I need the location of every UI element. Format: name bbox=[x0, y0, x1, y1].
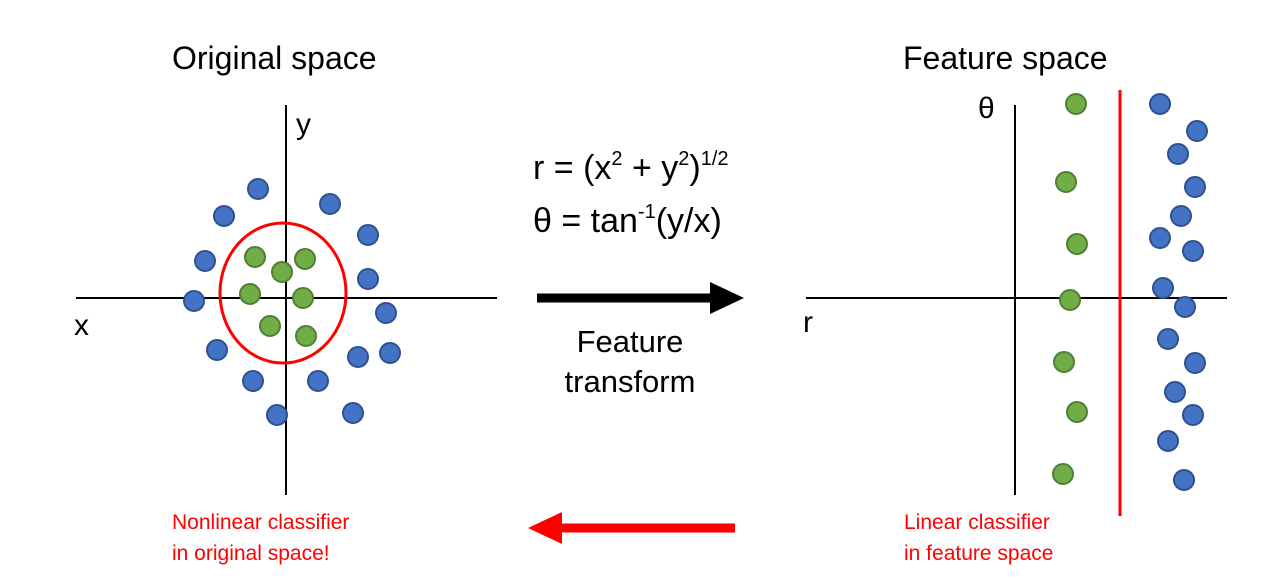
blue-point bbox=[1157, 430, 1179, 452]
green-point bbox=[271, 261, 293, 283]
green-point bbox=[1053, 351, 1075, 373]
r-equation: r = (x2 + y2)1/2 bbox=[533, 146, 729, 190]
green-point bbox=[239, 283, 261, 305]
blue-point bbox=[1170, 205, 1192, 227]
right-blue-points bbox=[1149, 93, 1208, 491]
blue-point bbox=[1184, 352, 1206, 374]
left-green-points bbox=[239, 246, 317, 347]
blue-point bbox=[379, 342, 401, 364]
linear-classifier-note: Linear classifier in feature space bbox=[904, 507, 1053, 569]
r-eq-exp2: 2 bbox=[678, 148, 690, 170]
r-eq-exp1: 2 bbox=[611, 148, 623, 170]
green-point bbox=[1059, 289, 1081, 311]
blue-point bbox=[1184, 176, 1206, 198]
blue-point bbox=[242, 370, 264, 392]
green-point bbox=[1066, 401, 1088, 423]
r-eq-mid: + y bbox=[622, 149, 679, 187]
blue-point bbox=[307, 370, 329, 392]
blue-point bbox=[1164, 381, 1186, 403]
feature-transform-arrow-head bbox=[710, 282, 744, 314]
green-point bbox=[1066, 233, 1088, 255]
left-panel-title: Original space bbox=[172, 40, 377, 76]
back-arrow-head bbox=[528, 512, 562, 544]
right-panel-title: Feature space bbox=[903, 40, 1108, 76]
blue-point bbox=[1174, 296, 1196, 318]
blue-point bbox=[183, 290, 205, 312]
green-point bbox=[292, 287, 314, 309]
right-green-points bbox=[1052, 93, 1088, 485]
r-eq-close: ) bbox=[689, 149, 701, 187]
blue-point bbox=[1186, 120, 1208, 142]
linear-note-line1: Linear classifier bbox=[904, 511, 1050, 534]
nonlinear-classifier-note: Nonlinear classifier in original space! bbox=[172, 507, 349, 569]
blue-point bbox=[194, 250, 216, 272]
green-point bbox=[244, 246, 266, 268]
theta-equation: θ = tan-1(y/x) bbox=[533, 199, 722, 243]
blue-point bbox=[1152, 277, 1174, 299]
blue-point bbox=[1182, 404, 1204, 426]
green-point bbox=[1065, 93, 1087, 115]
blue-point bbox=[247, 178, 269, 200]
blue-point bbox=[319, 193, 341, 215]
transform-label-line2: transform bbox=[564, 364, 696, 399]
blue-point bbox=[1149, 227, 1171, 249]
blue-point bbox=[266, 404, 288, 426]
transform-label-line1: Feature bbox=[576, 324, 684, 359]
theta-eq-exp: -1 bbox=[637, 201, 656, 223]
r-eq-lhs: r = (x bbox=[533, 149, 612, 187]
blue-point bbox=[206, 339, 228, 361]
r-eq-exp3: 1/2 bbox=[700, 148, 729, 170]
blue-point bbox=[1149, 93, 1171, 115]
blue-point bbox=[1173, 469, 1195, 491]
blue-point bbox=[213, 205, 235, 227]
blue-point bbox=[342, 402, 364, 424]
y-axis-label: y bbox=[296, 108, 311, 141]
theta-axis-label: θ bbox=[978, 92, 995, 125]
x-axis-label: x bbox=[74, 309, 89, 342]
blue-point bbox=[375, 302, 397, 324]
theta-eq-rhs: (y/x) bbox=[655, 202, 722, 240]
green-point bbox=[259, 315, 281, 337]
nonlinear-classifier-circle bbox=[218, 221, 348, 365]
nonlinear-note-line2: in original space! bbox=[172, 542, 330, 565]
green-point bbox=[1052, 463, 1074, 485]
blue-point bbox=[1167, 143, 1189, 165]
green-point bbox=[1055, 171, 1077, 193]
blue-point bbox=[1182, 240, 1204, 262]
blue-point bbox=[347, 346, 369, 368]
blue-point bbox=[357, 224, 379, 246]
theta-eq-lhs: θ = tan bbox=[533, 202, 638, 240]
left-blue-points bbox=[183, 178, 401, 426]
nonlinear-note-line1: Nonlinear classifier bbox=[172, 511, 350, 534]
blue-point bbox=[357, 268, 379, 290]
linear-note-line2: in feature space bbox=[904, 542, 1054, 565]
green-point bbox=[294, 248, 316, 270]
green-point bbox=[295, 325, 317, 347]
feature-transform-label: Feature transform bbox=[530, 322, 730, 402]
blue-point bbox=[1157, 328, 1179, 350]
r-axis-label: r bbox=[803, 306, 813, 339]
